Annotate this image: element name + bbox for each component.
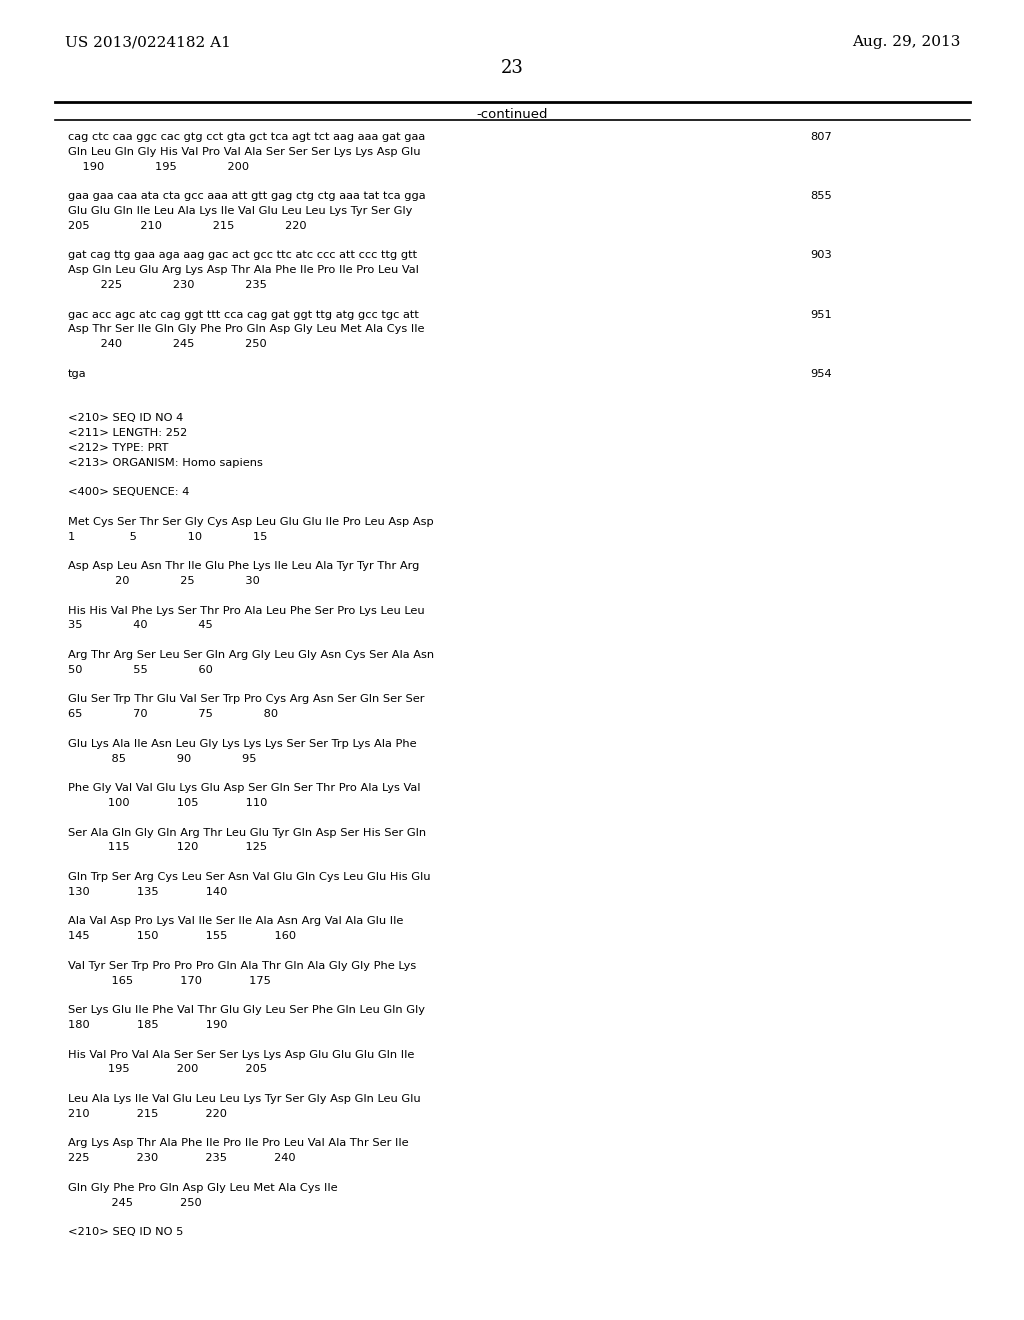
Text: Ser Ala Gln Gly Gln Arg Thr Leu Glu Tyr Gln Asp Ser His Ser Gln: Ser Ala Gln Gly Gln Arg Thr Leu Glu Tyr …: [68, 828, 426, 838]
Text: Asp Gln Leu Glu Arg Lys Asp Thr Ala Phe Ile Pro Ile Pro Leu Val: Asp Gln Leu Glu Arg Lys Asp Thr Ala Phe …: [68, 265, 419, 275]
Text: 65              70              75              80: 65 70 75 80: [68, 709, 279, 719]
Text: 145             150             155             160: 145 150 155 160: [68, 931, 296, 941]
Text: Glu Ser Trp Thr Glu Val Ser Trp Pro Cys Arg Asn Ser Gln Ser Ser: Glu Ser Trp Thr Glu Val Ser Trp Pro Cys …: [68, 694, 425, 705]
Text: Leu Ala Lys Ile Val Glu Leu Leu Lys Tyr Ser Gly Asp Gln Leu Glu: Leu Ala Lys Ile Val Glu Leu Leu Lys Tyr …: [68, 1094, 421, 1104]
Text: <212> TYPE: PRT: <212> TYPE: PRT: [68, 442, 168, 453]
Text: gat cag ttg gaa aga aag gac act gcc ttc atc ccc att ccc ttg gtt: gat cag ttg gaa aga aag gac act gcc ttc …: [68, 251, 417, 260]
Text: -continued: -continued: [476, 108, 548, 121]
Text: gac acc agc atc cag ggt ttt cca cag gat ggt ttg atg gcc tgc att: gac acc agc atc cag ggt ttt cca cag gat …: [68, 310, 419, 319]
Text: His His Val Phe Lys Ser Thr Pro Ala Leu Phe Ser Pro Lys Leu Leu: His His Val Phe Lys Ser Thr Pro Ala Leu …: [68, 606, 425, 615]
Text: Ala Val Asp Pro Lys Val Ile Ser Ile Ala Asn Arg Val Ala Glu Ile: Ala Val Asp Pro Lys Val Ile Ser Ile Ala …: [68, 916, 403, 927]
Text: <213> ORGANISM: Homo sapiens: <213> ORGANISM: Homo sapiens: [68, 458, 263, 467]
Text: 1               5              10              15: 1 5 10 15: [68, 532, 267, 541]
Text: Glu Lys Ala Ile Asn Leu Gly Lys Lys Lys Ser Ser Trp Lys Ala Phe: Glu Lys Ala Ile Asn Leu Gly Lys Lys Lys …: [68, 739, 417, 748]
Text: Gln Gly Phe Pro Gln Asp Gly Leu Met Ala Cys Ile: Gln Gly Phe Pro Gln Asp Gly Leu Met Ala …: [68, 1183, 338, 1193]
Text: 190              195              200: 190 195 200: [68, 161, 249, 172]
Text: Arg Thr Arg Ser Leu Ser Gln Arg Gly Leu Gly Asn Cys Ser Ala Asn: Arg Thr Arg Ser Leu Ser Gln Arg Gly Leu …: [68, 649, 434, 660]
Text: 903: 903: [810, 251, 831, 260]
Text: Ser Lys Glu Ile Phe Val Thr Glu Gly Leu Ser Phe Gln Leu Gln Gly: Ser Lys Glu Ile Phe Val Thr Glu Gly Leu …: [68, 1006, 425, 1015]
Text: <211> LENGTH: 252: <211> LENGTH: 252: [68, 428, 187, 438]
Text: 115             120             125: 115 120 125: [68, 842, 267, 853]
Text: 35              40              45: 35 40 45: [68, 620, 213, 631]
Text: Val Tyr Ser Trp Pro Pro Pro Gln Ala Thr Gln Ala Gly Gly Phe Lys: Val Tyr Ser Trp Pro Pro Pro Gln Ala Thr …: [68, 961, 416, 970]
Text: 20              25              30: 20 25 30: [68, 576, 260, 586]
Text: US 2013/0224182 A1: US 2013/0224182 A1: [65, 36, 230, 49]
Text: <400> SEQUENCE: 4: <400> SEQUENCE: 4: [68, 487, 189, 498]
Text: 225             230             235             240: 225 230 235 240: [68, 1154, 296, 1163]
Text: 165             170             175: 165 170 175: [68, 975, 271, 986]
Text: 50              55              60: 50 55 60: [68, 665, 213, 675]
Text: Phe Gly Val Val Glu Lys Glu Asp Ser Gln Ser Thr Pro Ala Lys Val: Phe Gly Val Val Glu Lys Glu Asp Ser Gln …: [68, 783, 421, 793]
Text: Asp Thr Ser Ile Gln Gly Phe Pro Gln Asp Gly Leu Met Ala Cys Ile: Asp Thr Ser Ile Gln Gly Phe Pro Gln Asp …: [68, 325, 425, 334]
Text: 225              230              235: 225 230 235: [68, 280, 267, 290]
Text: cag ctc caa ggc cac gtg cct gta gct tca agt tct aag aaa gat gaa: cag ctc caa ggc cac gtg cct gta gct tca …: [68, 132, 425, 143]
Text: 240              245              250: 240 245 250: [68, 339, 266, 350]
Text: 100             105             110: 100 105 110: [68, 799, 267, 808]
Text: 954: 954: [810, 368, 831, 379]
Text: 210             215             220: 210 215 220: [68, 1109, 227, 1119]
Text: Aug. 29, 2013: Aug. 29, 2013: [852, 36, 961, 49]
Text: 130             135             140: 130 135 140: [68, 887, 227, 896]
Text: 807: 807: [810, 132, 831, 143]
Text: 205              210              215              220: 205 210 215 220: [68, 220, 306, 231]
Text: Asp Asp Leu Asn Thr Ile Glu Phe Lys Ile Leu Ala Tyr Tyr Thr Arg: Asp Asp Leu Asn Thr Ile Glu Phe Lys Ile …: [68, 561, 420, 572]
Text: 951: 951: [810, 310, 831, 319]
Text: 195             200             205: 195 200 205: [68, 1064, 267, 1074]
Text: tga: tga: [68, 368, 87, 379]
Text: Met Cys Ser Thr Ser Gly Cys Asp Leu Glu Glu Ile Pro Leu Asp Asp: Met Cys Ser Thr Ser Gly Cys Asp Leu Glu …: [68, 517, 434, 527]
Text: 85              90              95: 85 90 95: [68, 754, 256, 763]
Text: Glu Glu Gln Ile Leu Ala Lys Ile Val Glu Leu Leu Lys Tyr Ser Gly: Glu Glu Gln Ile Leu Ala Lys Ile Val Glu …: [68, 206, 413, 216]
Text: <210> SEQ ID NO 4: <210> SEQ ID NO 4: [68, 413, 183, 424]
Text: Gln Leu Gln Gly His Val Pro Val Ala Ser Ser Ser Lys Lys Asp Glu: Gln Leu Gln Gly His Val Pro Val Ala Ser …: [68, 147, 421, 157]
Text: Gln Trp Ser Arg Cys Leu Ser Asn Val Glu Gln Cys Leu Glu His Glu: Gln Trp Ser Arg Cys Leu Ser Asn Val Glu …: [68, 873, 430, 882]
Text: <210> SEQ ID NO 5: <210> SEQ ID NO 5: [68, 1228, 183, 1237]
Text: 245             250: 245 250: [68, 1197, 202, 1208]
Text: His Val Pro Val Ala Ser Ser Ser Lys Lys Asp Glu Glu Glu Gln Ile: His Val Pro Val Ala Ser Ser Ser Lys Lys …: [68, 1049, 415, 1060]
Text: 855: 855: [810, 191, 831, 201]
Text: 23: 23: [501, 59, 523, 77]
Text: 180             185             190: 180 185 190: [68, 1020, 227, 1030]
Text: gaa gaa caa ata cta gcc aaa att gtt gag ctg ctg aaa tat tca gga: gaa gaa caa ata cta gcc aaa att gtt gag …: [68, 191, 426, 201]
Text: Arg Lys Asp Thr Ala Phe Ile Pro Ile Pro Leu Val Ala Thr Ser Ile: Arg Lys Asp Thr Ala Phe Ile Pro Ile Pro …: [68, 1138, 409, 1148]
